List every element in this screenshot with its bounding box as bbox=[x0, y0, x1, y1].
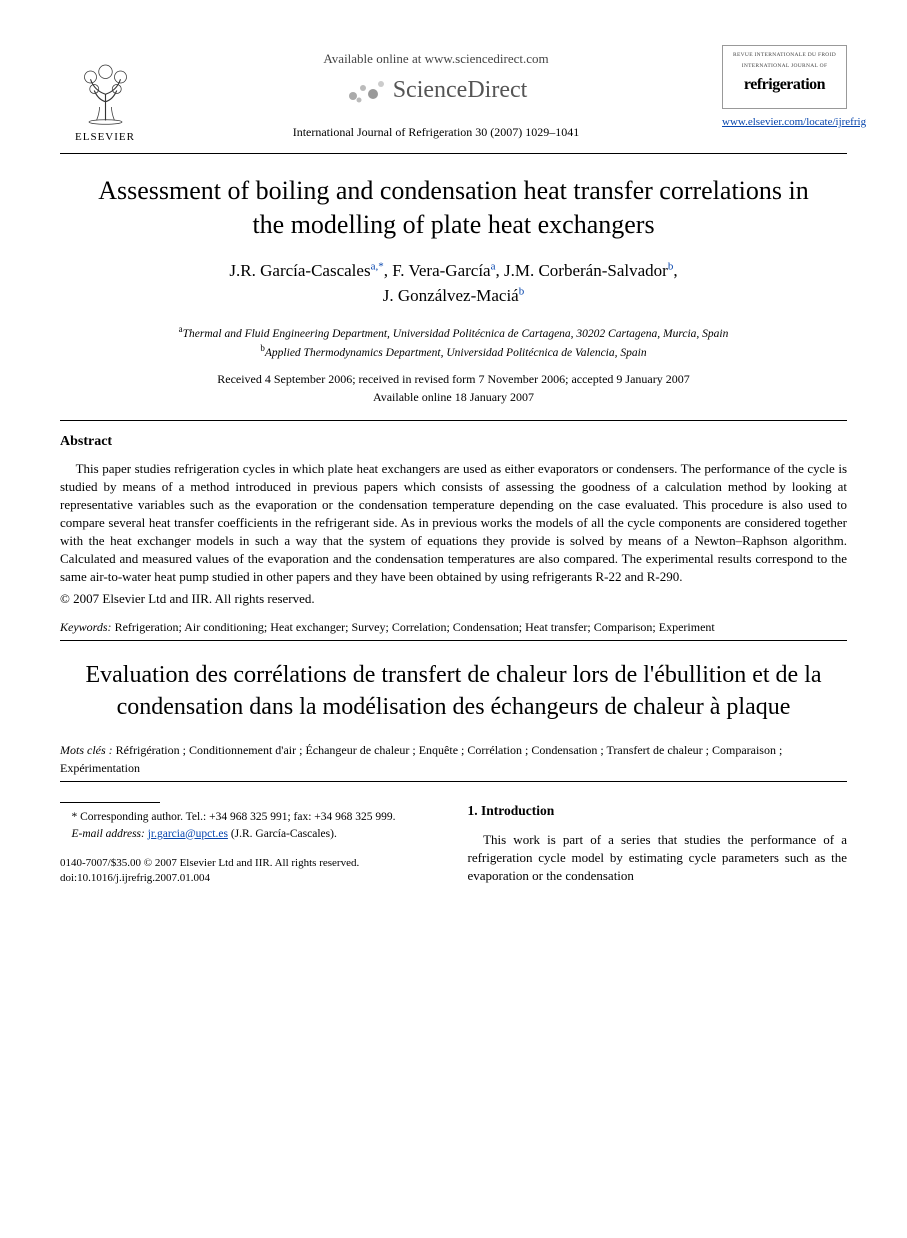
affil-a-text: Thermal and Fluid Engineering Department… bbox=[183, 327, 729, 339]
author-4-affil[interactable]: b bbox=[519, 285, 525, 297]
abstract-copyright: © 2007 Elsevier Ltd and IIR. All rights … bbox=[60, 590, 847, 608]
journal-box-title: refrigeration bbox=[729, 74, 840, 96]
mots-cles-text: Réfrigération ; Conditionnement d'air ; … bbox=[60, 743, 782, 775]
mots-cles-divider bbox=[60, 781, 847, 782]
right-column: 1. Introduction This work is part of a s… bbox=[468, 802, 848, 886]
sciencedirect-icon bbox=[345, 76, 387, 104]
keywords-text: Refrigeration; Air conditioning; Heat ex… bbox=[112, 620, 715, 634]
footer-line2: doi:10.1016/j.ijrefrig.2007.01.004 bbox=[60, 872, 210, 884]
author-3-affil[interactable]: b bbox=[668, 260, 674, 272]
author-3: J.M. Corberán-Salvador bbox=[504, 261, 668, 280]
sciencedirect-text: ScienceDirect bbox=[393, 74, 528, 106]
journal-cover: REVUE INTERNATIONALE DU FROID INTERNATIO… bbox=[722, 45, 847, 132]
available-online-text: Available online at www.sciencedirect.co… bbox=[150, 50, 722, 68]
journal-cover-box: REVUE INTERNATIONALE DU FROID INTERNATIO… bbox=[722, 45, 847, 109]
article-title: Assessment of boiling and condensation h… bbox=[90, 174, 817, 242]
affiliations-block: aThermal and Fluid Engineering Departmen… bbox=[60, 323, 847, 361]
left-column: * Corresponding author. Tel.: +34 968 32… bbox=[60, 802, 440, 886]
keywords-divider bbox=[60, 640, 847, 641]
header-row: ELSEVIER Available online at www.science… bbox=[60, 45, 847, 145]
journal-box-line1: REVUE INTERNATIONALE DU FROID bbox=[729, 52, 840, 59]
author-1-corresp[interactable]: * bbox=[378, 260, 384, 272]
sciencedirect-logo: ScienceDirect bbox=[150, 74, 722, 106]
author-4: J. Gonzálvez-Maciá bbox=[383, 286, 519, 305]
email-label: E-mail address: bbox=[72, 828, 145, 840]
intro-heading: 1. Introduction bbox=[468, 802, 848, 820]
mots-cles-label: Mots clés : bbox=[60, 743, 113, 757]
footer-line1: 0140-7007/$35.00 © 2007 Elsevier Ltd and… bbox=[60, 857, 359, 869]
keywords-block: Keywords: Refrigeration; Air conditionin… bbox=[60, 619, 847, 635]
dates-line2: Available online 18 January 2007 bbox=[373, 390, 534, 404]
abstract-heading: Abstract bbox=[60, 433, 847, 452]
journal-url-link[interactable]: www.elsevier.com/locate/ijrefrig bbox=[722, 116, 866, 128]
header-divider bbox=[60, 153, 847, 154]
keywords-label: Keywords: bbox=[60, 620, 112, 634]
abstract-body: This paper studies refrigeration cycles … bbox=[60, 460, 847, 586]
authors-block: J.R. García-Cascalesa,*, F. Vera-Garcíaa… bbox=[60, 258, 847, 309]
footnote-rule bbox=[60, 802, 160, 803]
two-column-region: * Corresponding author. Tel.: +34 968 32… bbox=[60, 802, 847, 886]
corresponding-footnote: * Corresponding author. Tel.: +34 968 32… bbox=[60, 809, 440, 825]
elsevier-logo: ELSEVIER bbox=[60, 45, 150, 145]
mots-cles-block: Mots clés : Réfrigération ; Conditionnem… bbox=[60, 741, 847, 777]
email-footnote: E-mail address: jr.garcia@upct.es (J.R. … bbox=[60, 826, 440, 842]
affil-b-text: Applied Thermodynamics Department, Unive… bbox=[265, 346, 647, 358]
email-link[interactable]: jr.garcia@upct.es bbox=[148, 828, 228, 840]
elsevier-tree-icon bbox=[68, 53, 143, 128]
article-dates: Received 4 September 2006; received in r… bbox=[60, 370, 847, 406]
abstract-top-divider bbox=[60, 420, 847, 421]
french-title: Evaluation des corrélations de transfert… bbox=[80, 659, 827, 724]
center-header: Available online at www.sciencedirect.co… bbox=[150, 45, 722, 140]
journal-reference: International Journal of Refrigeration 3… bbox=[150, 124, 722, 140]
publisher-name: ELSEVIER bbox=[75, 130, 135, 145]
author-2-affil[interactable]: a bbox=[491, 260, 496, 272]
journal-box-line2: INTERNATIONAL JOURNAL OF bbox=[729, 63, 840, 70]
dates-line1: Received 4 September 2006; received in r… bbox=[217, 372, 690, 386]
email-paren: (J.R. García-Cascales). bbox=[228, 828, 337, 840]
intro-body: This work is part of a series that studi… bbox=[468, 831, 848, 885]
author-2: F. Vera-García bbox=[392, 261, 490, 280]
footer-block: 0140-7007/$35.00 © 2007 Elsevier Ltd and… bbox=[60, 856, 440, 887]
author-1: J.R. García-Cascales bbox=[229, 261, 370, 280]
